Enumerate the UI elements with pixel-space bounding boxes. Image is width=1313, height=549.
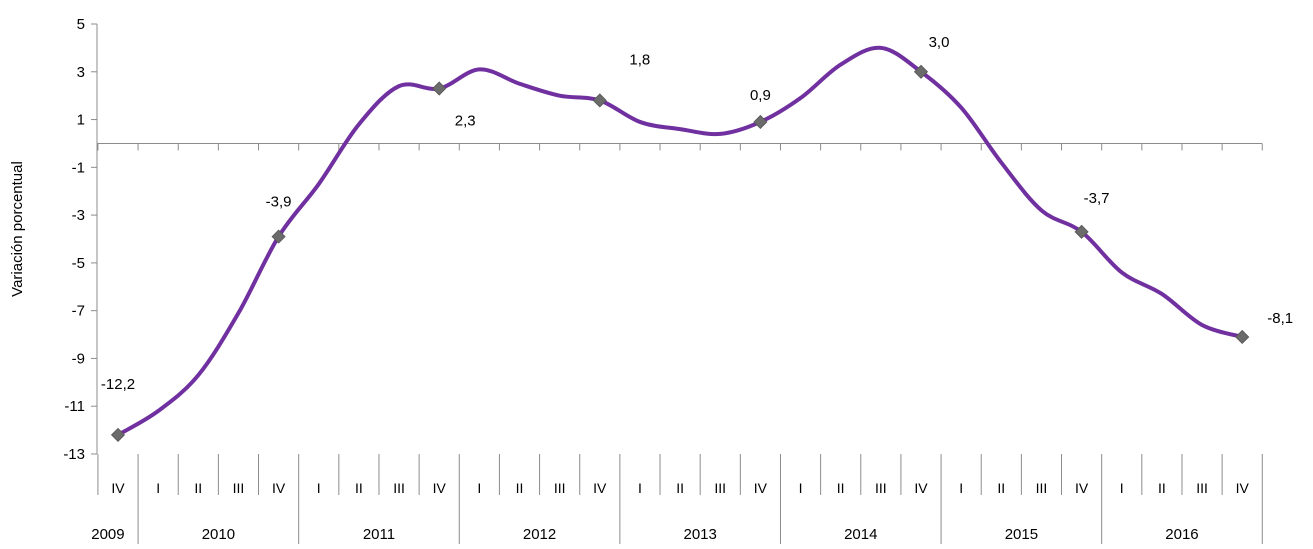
quarter-label: III [393,480,405,496]
quarter-label: I [799,480,803,496]
y-tick-label: 3 [77,64,85,81]
quarter-label: III [1036,480,1048,496]
quarter-label: I [317,480,321,496]
year-label: 2016 [1165,526,1198,543]
data-label: 1,8 [629,51,650,68]
labels-layer: -12,2 -3,9 2,3 1,8 0,9 3,0 -3,7 -8,1 [101,34,1293,393]
quarter-label: I [959,480,963,496]
y-tick-label: -3 [72,207,85,224]
quarter-label: I [1120,480,1124,496]
y-tick-label: -9 [72,350,85,367]
data-point-marker [432,81,447,96]
quarter-label: II [355,480,363,496]
quarter-label: III [714,480,726,496]
data-label: -8,1 [1267,310,1293,327]
quarter-label: III [1196,480,1208,496]
quarter-label: IV [433,480,447,496]
series-layer [110,45,1250,442]
year-label: 2015 [1005,526,1038,543]
y-tick-label: -5 [72,255,85,272]
series-line [116,45,1245,437]
data-point-marker [1074,224,1089,239]
quarter-label: III [875,480,887,496]
quarter-label: III [233,480,245,496]
quarter-label: IV [914,480,928,496]
y-tick-label: -1 [72,159,85,176]
quarter-label: I [638,480,642,496]
data-point-marker [1235,329,1250,345]
data-label: -3,9 [266,194,292,211]
quarter-label: II [1158,480,1166,496]
data-point-marker [753,114,768,130]
data-label: 3,0 [929,34,950,51]
y-tick-label: 1 [77,112,85,129]
data-label: 0,9 [750,87,771,104]
year-label: 2012 [523,526,556,543]
quarter-label: II [194,480,202,496]
quarter-label: I [156,480,160,496]
year-label: 2009 [91,526,124,543]
quarter-label: III [554,480,566,496]
quarter-label: IV [593,480,607,496]
quarter-label: II [997,480,1005,496]
quarter-label: I [477,480,481,496]
quarter-label: IV [1075,480,1089,496]
quarter-label: IV [754,480,768,496]
y-tick-label: 5 [77,16,85,33]
quarter-label: IV [111,480,125,496]
data-point-marker [271,229,286,244]
data-label: -3,7 [1084,190,1110,207]
y-tick-label: -7 [72,303,85,320]
quarter-label: II [516,480,524,496]
quarter-label: IV [272,480,286,496]
data-point-marker [592,93,607,108]
data-point-marker [913,64,929,79]
data-label: -12,2 [101,376,135,393]
year-label: 2014 [844,526,877,543]
quarter-label: II [837,480,845,496]
year-label: 2010 [202,526,235,543]
year-label: 2013 [683,526,716,543]
year-label: 2011 [363,526,395,543]
quarter-label: II [676,480,684,496]
data-label: 2,3 [455,113,476,130]
quarter-label: IV [1236,480,1250,496]
y-tick-label: -13 [63,446,85,463]
y-tick-label: -11 [64,398,85,415]
y-axis-title: Variación porcentual [9,161,26,297]
data-point-marker [110,427,126,442]
